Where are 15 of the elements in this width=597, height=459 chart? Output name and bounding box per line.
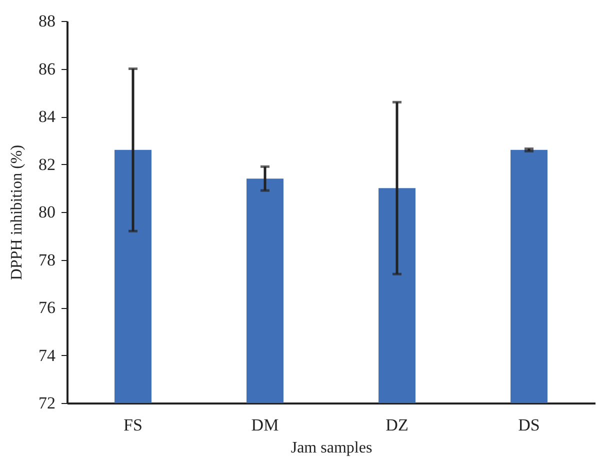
y-axis-title: DPPH inhibition (%): [8, 144, 26, 280]
y-tick-label: 74: [38, 346, 56, 365]
y-tick-label: 76: [38, 298, 56, 317]
y-tick-label: 88: [38, 12, 56, 30]
y-tick-label: 72: [38, 394, 56, 412]
y-tick-label: 82: [38, 154, 56, 174]
x-tick-label: DS: [518, 416, 540, 434]
x-axis-title: Jam samples: [290, 440, 372, 456]
x-tick-label: DM: [251, 416, 279, 434]
y-tick-label: 84: [38, 107, 56, 126]
x-tick-label: DZ: [386, 416, 408, 434]
y-tick-label: 86: [38, 59, 56, 78]
y-tick-label: 78: [38, 250, 56, 270]
y-tick-label: 80: [38, 202, 56, 222]
x-tick-label: FS: [124, 416, 142, 434]
